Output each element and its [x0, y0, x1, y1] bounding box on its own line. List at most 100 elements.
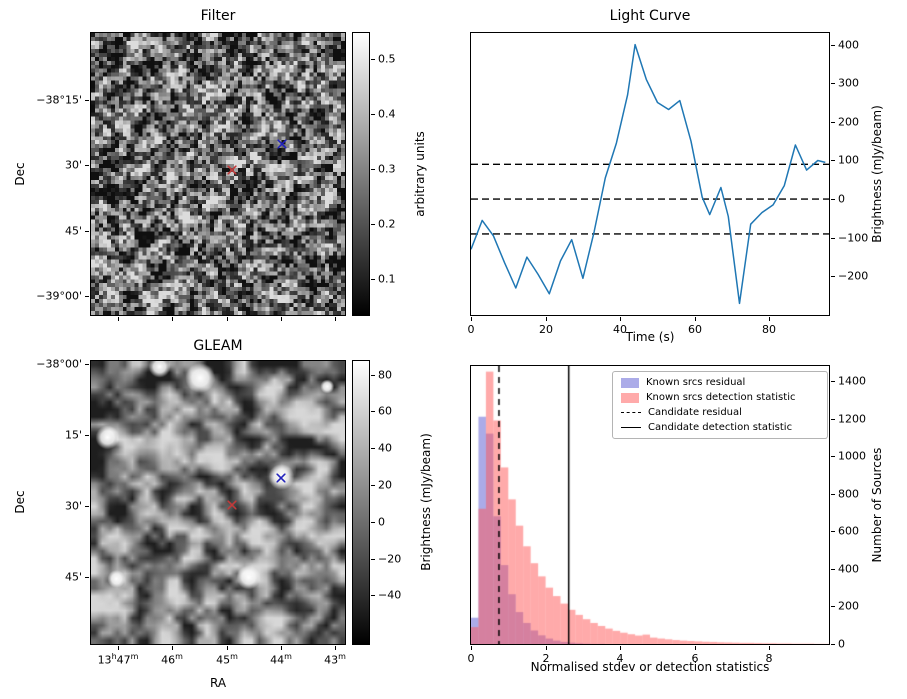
- tick-mark: [227, 317, 228, 321]
- filter-ylabel: Dec: [13, 162, 27, 186]
- tick-label: −20: [378, 552, 402, 566]
- legend-label-candidate-detection: Candidate detection statistic: [648, 422, 793, 433]
- tick-mark: [831, 381, 835, 382]
- tick-label: 0: [467, 652, 475, 665]
- legend-swatch-pink-patch: [621, 392, 639, 403]
- tick-label: 43m: [324, 652, 346, 667]
- tick-mark: [85, 577, 89, 578]
- tick-mark: [831, 83, 835, 84]
- tick-label: 60: [378, 404, 392, 418]
- histogram-legend: Known srcs residual Known srcs detection…: [612, 371, 828, 439]
- tick-mark: [371, 224, 375, 225]
- tick-label: −100: [838, 231, 869, 245]
- tick-mark: [371, 559, 375, 560]
- legend-label-known-srcs-detection: Known srcs detection statistic: [646, 392, 796, 403]
- tick-mark: [371, 411, 375, 412]
- tick-label: 0: [838, 192, 845, 206]
- tick-label: 4: [616, 652, 624, 665]
- tick-label: 40: [378, 441, 392, 455]
- gleam-colorbar: [352, 360, 370, 645]
- tick-mark: [695, 317, 696, 321]
- legend-swatch-blue-patch: [621, 377, 639, 388]
- filter-image-canvas: [91, 33, 345, 315]
- x-glyph: [227, 500, 237, 510]
- tick-label: 60: [688, 323, 702, 336]
- tick-mark: [371, 169, 375, 170]
- legend-item-candidate-residual: Candidate residual: [621, 407, 819, 418]
- tick-mark: [281, 317, 282, 321]
- legend-label-known-srcs-residual: Known srcs residual: [646, 377, 746, 388]
- tick-label: 0.3: [378, 162, 396, 176]
- tick-mark: [371, 279, 375, 280]
- tick-mark: [831, 494, 835, 495]
- tick-mark: [371, 595, 375, 596]
- tick-label: 1000: [838, 449, 866, 463]
- tick-label: 80: [378, 368, 392, 382]
- tick-mark: [831, 160, 835, 161]
- gleam-x-marker-red: [227, 500, 237, 510]
- tick-label: −38°00': [36, 357, 82, 371]
- tick-label: 600: [838, 524, 859, 538]
- tick-mark: [769, 317, 770, 321]
- tick-label: 45': [64, 570, 82, 584]
- tick-mark: [85, 435, 89, 436]
- tick-mark: [831, 531, 835, 532]
- tick-mark: [118, 646, 119, 650]
- tick-label: −200: [838, 269, 869, 283]
- filter-colorbar-label: arbitrary units: [413, 131, 427, 217]
- tick-label: 800: [838, 487, 859, 501]
- tick-mark: [227, 646, 228, 650]
- tick-label: 1200: [838, 412, 866, 426]
- tick-label: 8: [765, 652, 773, 665]
- tick-mark: [546, 646, 547, 650]
- tick-mark: [769, 646, 770, 650]
- tick-label: −38°15': [36, 93, 82, 107]
- tick-label: 0.5: [378, 52, 396, 66]
- x-glyph: [227, 165, 237, 175]
- tick-mark: [831, 606, 835, 607]
- tick-mark: [831, 569, 835, 570]
- tick-mark: [85, 165, 89, 166]
- legend-item-known-srcs-detection: Known srcs detection statistic: [621, 392, 819, 403]
- tick-mark: [620, 646, 621, 650]
- tick-label: 30': [64, 158, 82, 172]
- gleam-image-canvas: [91, 361, 345, 644]
- tick-mark: [831, 276, 835, 277]
- tick-mark: [546, 317, 547, 321]
- tick-label: 200: [838, 599, 859, 613]
- tick-label: 13h47m: [97, 652, 139, 667]
- tick-label: 45m: [216, 652, 238, 667]
- tick-label: 6: [691, 652, 699, 665]
- legend-swatch-dashed-line: [621, 412, 641, 413]
- tick-label: 2: [542, 652, 550, 665]
- tick-mark: [281, 646, 282, 650]
- tick-mark: [85, 506, 89, 507]
- tick-mark: [335, 646, 336, 650]
- light-curve-title: Light Curve: [609, 8, 691, 24]
- histogram-xlabel: Normalised stdev or detection statistics: [530, 660, 770, 674]
- filter-title: Filter: [200, 8, 236, 24]
- tick-label: 0.1: [378, 272, 396, 286]
- tick-mark: [85, 100, 89, 101]
- tick-mark: [85, 296, 89, 297]
- tick-mark: [371, 375, 375, 376]
- light-curve-xlabel: Time (s): [625, 330, 675, 344]
- tick-mark: [118, 317, 119, 321]
- tick-mark: [620, 317, 621, 321]
- tick-label: 0: [467, 323, 475, 336]
- tick-mark: [371, 448, 375, 449]
- tick-label: 20: [539, 323, 553, 336]
- tick-mark: [831, 199, 835, 200]
- histogram-ylabel: Number of Sources: [870, 447, 884, 563]
- tick-mark: [831, 456, 835, 457]
- tick-mark: [831, 238, 835, 239]
- light-curve-line: [471, 43, 826, 305]
- tick-mark: [831, 419, 835, 420]
- tick-mark: [371, 114, 375, 115]
- tick-label: 1400: [838, 374, 866, 388]
- legend-item-known-srcs-residual: Known srcs residual: [621, 377, 819, 388]
- tick-label: 400: [838, 38, 859, 52]
- tick-mark: [371, 522, 375, 523]
- tick-label: −40: [378, 588, 402, 602]
- tick-label: 30': [64, 499, 82, 513]
